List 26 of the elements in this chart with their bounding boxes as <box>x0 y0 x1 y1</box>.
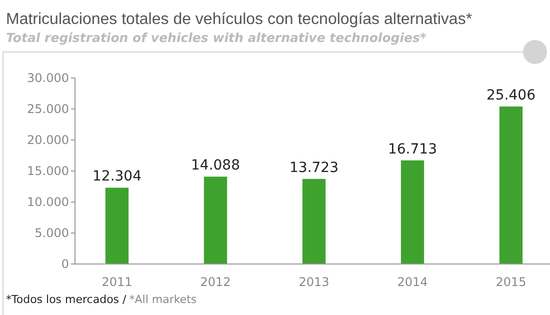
x-tick-label: 2014 <box>397 275 428 289</box>
data-label: 14.088 <box>191 158 240 174</box>
y-tick-label: 20.000 <box>27 133 69 148</box>
bar <box>204 176 228 264</box>
y-tick-label: 30.000 <box>27 71 69 86</box>
data-label: 16.713 <box>388 141 437 158</box>
y-tick-label: 5.000 <box>34 226 69 240</box>
x-tick-label: 2015 <box>496 275 526 289</box>
bar <box>499 106 523 264</box>
data-label: 13.723 <box>290 160 338 176</box>
data-label: 25.406 <box>486 87 536 104</box>
x-tick-label: 2013 <box>298 275 330 289</box>
x-tick-label: 2011 <box>102 275 132 289</box>
data-label: 12.304 <box>92 168 142 185</box>
bar <box>105 188 129 264</box>
chart-title: Matriculaciones totales de vehículos con tecnologías alternativas* <box>6 11 472 28</box>
y-tick-label: 10.000 <box>27 195 69 210</box>
bar <box>400 160 424 264</box>
text: *All markets <box>129 293 197 306</box>
y-tick-label: 0 <box>61 257 69 272</box>
chart-subtitle: Total registration of vehicles with alternative technologies* <box>6 30 427 45</box>
text: *Todos los mercados / <box>6 293 127 306</box>
x-tick-label: 2012 <box>200 275 231 289</box>
bar <box>302 178 326 264</box>
y-tick-label: 15.000 <box>27 164 69 178</box>
y-tick-label: 25.000 <box>27 102 69 116</box>
